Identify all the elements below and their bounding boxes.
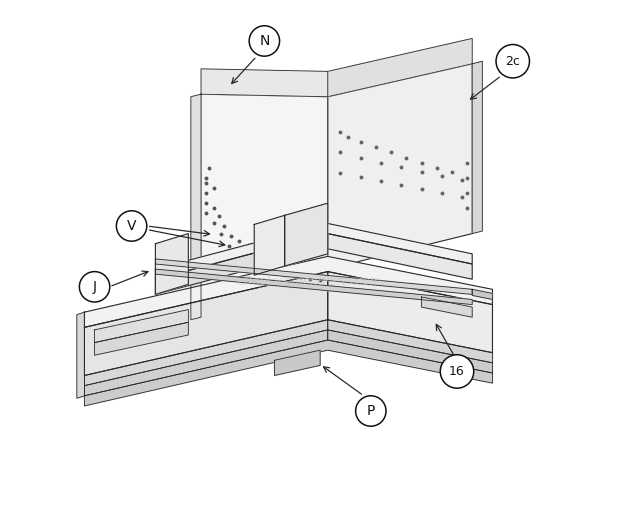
Polygon shape bbox=[254, 215, 285, 275]
Text: J: J bbox=[92, 280, 97, 294]
Polygon shape bbox=[84, 320, 328, 385]
Polygon shape bbox=[84, 340, 492, 406]
Polygon shape bbox=[156, 259, 472, 295]
Circle shape bbox=[496, 44, 529, 78]
Polygon shape bbox=[84, 271, 328, 375]
Text: eReplacementParts.com: eReplacementParts.com bbox=[238, 275, 382, 288]
Polygon shape bbox=[328, 330, 492, 373]
Polygon shape bbox=[77, 312, 84, 398]
Circle shape bbox=[79, 271, 110, 302]
Circle shape bbox=[356, 396, 386, 426]
Polygon shape bbox=[328, 39, 472, 97]
Circle shape bbox=[249, 26, 280, 56]
Circle shape bbox=[117, 211, 147, 241]
Text: P: P bbox=[366, 404, 375, 418]
Text: N: N bbox=[259, 34, 270, 48]
Text: 16: 16 bbox=[449, 365, 465, 378]
Text: V: V bbox=[127, 219, 136, 233]
Polygon shape bbox=[328, 271, 492, 353]
Circle shape bbox=[440, 355, 474, 388]
Polygon shape bbox=[328, 64, 472, 269]
Polygon shape bbox=[472, 61, 482, 233]
Polygon shape bbox=[328, 233, 472, 279]
Polygon shape bbox=[95, 322, 188, 355]
Polygon shape bbox=[472, 289, 492, 299]
Polygon shape bbox=[95, 309, 188, 343]
Polygon shape bbox=[328, 320, 492, 363]
Polygon shape bbox=[201, 94, 328, 317]
Polygon shape bbox=[156, 269, 472, 305]
Polygon shape bbox=[191, 94, 201, 320]
Polygon shape bbox=[156, 233, 328, 295]
Polygon shape bbox=[156, 233, 188, 295]
Polygon shape bbox=[84, 330, 328, 396]
Polygon shape bbox=[201, 69, 328, 97]
Polygon shape bbox=[84, 257, 492, 327]
Polygon shape bbox=[285, 203, 328, 266]
Polygon shape bbox=[275, 350, 320, 375]
Text: 2c: 2c bbox=[505, 55, 520, 68]
Polygon shape bbox=[156, 223, 472, 279]
Polygon shape bbox=[422, 297, 472, 317]
